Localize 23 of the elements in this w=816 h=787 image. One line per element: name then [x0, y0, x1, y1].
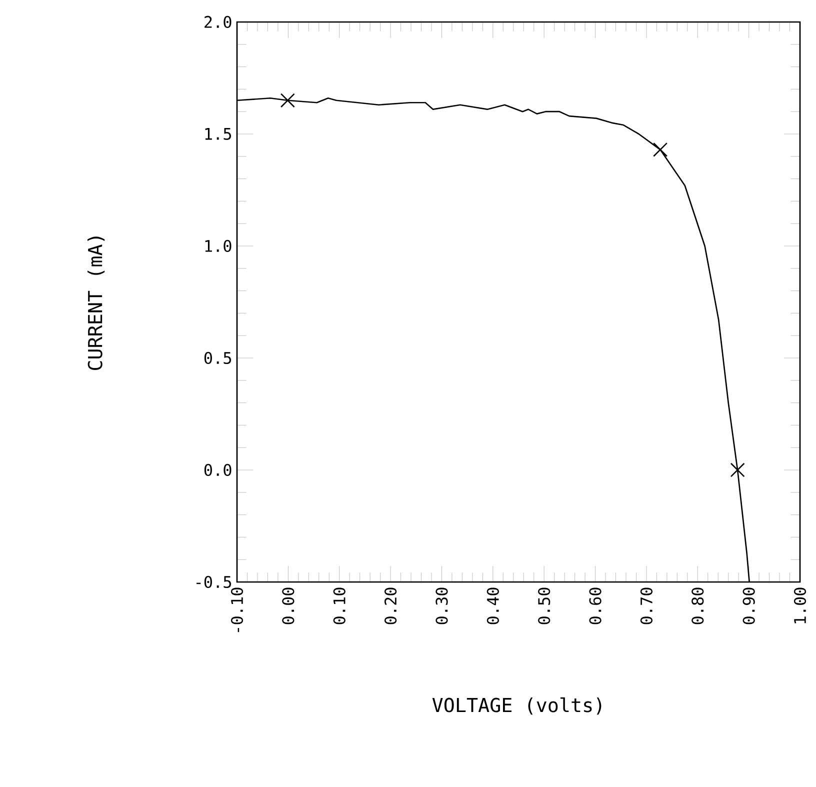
x-tick-label: 1.00: [794, 588, 806, 624]
x-tick-label: 0.00: [282, 588, 294, 624]
x-tick-label: -0.10: [230, 588, 244, 632]
point: [280, 93, 295, 108]
x-tick-label: 0.30: [436, 588, 448, 624]
y-tick-label: 0.0: [204, 464, 232, 476]
y-tick-label: -0.5: [196, 576, 232, 588]
y-axis-title: CURRENT (mA): [88, 236, 105, 370]
x-tick-label: 0.90: [742, 588, 755, 624]
y-tick-label: 0.5: [204, 352, 232, 364]
y-tick-label: 1.5: [205, 128, 232, 140]
x-tick-label: 0.20: [384, 588, 397, 624]
x-axis-title: VOLTAGE (volts): [432, 697, 602, 715]
x-tick-label: 0.80: [692, 588, 704, 624]
point: [730, 462, 745, 478]
x-tick-label: 0.40: [486, 588, 499, 624]
point: [653, 142, 668, 157]
y-tick-label: 2.0: [204, 16, 232, 28]
x-tick-label: 0.50: [538, 588, 550, 624]
y-tick-label: 1.0: [205, 240, 232, 252]
x-tick-label: 0.10: [333, 588, 346, 624]
x-tick-label: 0.70: [640, 588, 653, 624]
x-tick-label: 0.60: [589, 588, 602, 624]
